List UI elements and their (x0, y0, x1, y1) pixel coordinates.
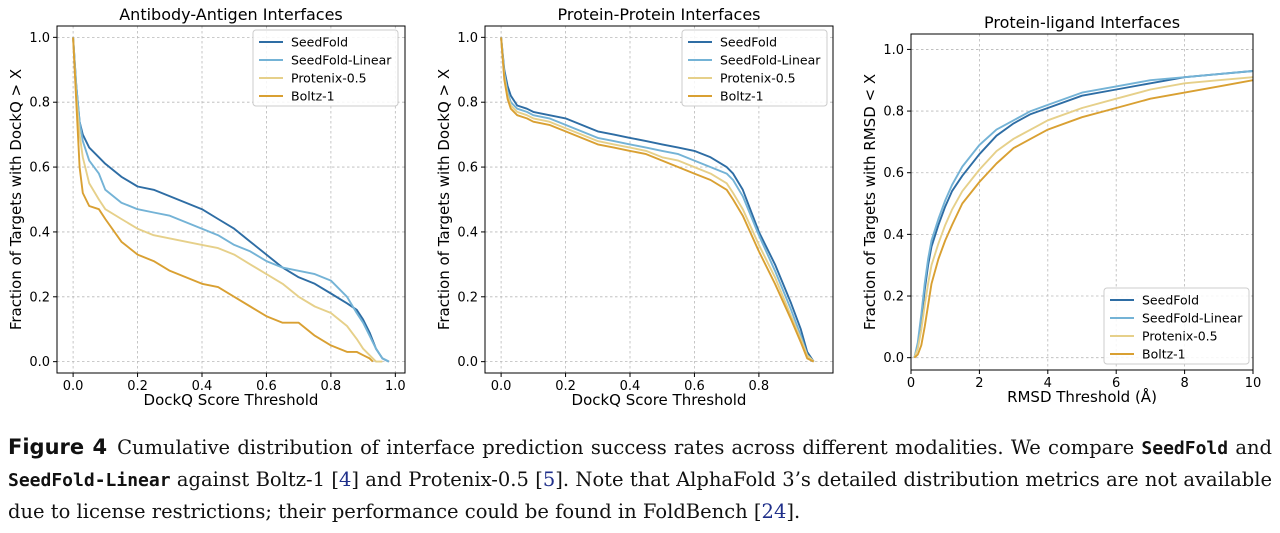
series-line-boltz-1 (72, 37, 374, 363)
y-tick-label: 0.6 (29, 161, 50, 176)
y-tick-label: 0.6 (457, 161, 478, 176)
y-tick-label: 0.8 (29, 96, 50, 111)
caption-model-seedfold: SeedFold (1141, 438, 1229, 459)
figure-caption: Figure 4 Cumulative distribution of inter… (8, 432, 1272, 527)
y-axis-label: Fraction of Targets with RMSD < X (861, 74, 879, 330)
series-line-protenix-0-5 (913, 76, 1254, 359)
y-tick-label: 1.0 (883, 43, 904, 58)
legend-label: SeedFold-Linear (1142, 311, 1243, 326)
caption-text-2: against Boltz-1 [ (176, 468, 339, 491)
legend-label: Boltz-1 (1142, 347, 1186, 362)
y-tick-label: 0.2 (29, 290, 50, 305)
x-tick-label: 0.0 (491, 379, 512, 394)
citation-link-24[interactable]: 24 (761, 500, 787, 523)
citation-link-4[interactable]: 4 (338, 468, 352, 491)
y-tick-label: 0.0 (457, 355, 478, 370)
figure-label: Figure 4 (8, 435, 108, 459)
legend: SeedFold SeedFold-Linear Protenix-0.5 Boltz… (252, 29, 399, 107)
y-tick-label: 0.0 (883, 351, 904, 366)
legend-label: Protenix-0.5 (291, 71, 367, 86)
legend-label: SeedFold-Linear (291, 53, 392, 68)
x-tick-label: 0.0 (63, 379, 84, 394)
caption-text-1: Cumulative distribution of interface pre… (117, 436, 1135, 459)
axes-frame (910, 33, 1254, 371)
chart-panel-1: 0.0 0.2 0.4 0.6 0.8 1.0 0.0 0.2 0.4 0.6 0.8 1.0 Anti… (7, 5, 406, 409)
x-tick-label: 0.2 (555, 379, 576, 394)
chart-title: Protein-Protein Interfaces (558, 5, 761, 24)
x-tick-label: 0.8 (749, 379, 770, 394)
y-axis-label: Fraction of Targets with DockQ > X (7, 69, 25, 330)
series-line-seedfold (500, 37, 815, 363)
legend: SeedFold SeedFold-Linear Protenix-0.5 Boltz… (681, 29, 828, 107)
caption-model-seedfold-linear: SeedFold-Linear (8, 470, 171, 491)
citation-link-5[interactable]: 5 (542, 468, 556, 491)
legend-box (252, 29, 399, 107)
y-axis-label: Fraction of Targets with DockQ > X (435, 69, 453, 330)
y-tick-label: 0.4 (29, 225, 50, 240)
caption-and: and (1235, 436, 1272, 459)
legend-box (681, 29, 828, 107)
axes-frame (56, 25, 406, 374)
chart-panel-2: 0.0 0.2 0.4 0.6 0.8 0.0 0.2 0.4 0.6 0.8 1.0 Protein… (435, 5, 834, 409)
caption-text-4: ]. Note that AlphaFold 3’s detailed dist… (8, 468, 1272, 523)
figure-4-charts: 0.0 0.2 0.4 0.6 0.8 1.0 0.0 0.2 0.4 0.6 0.8 1.0 Anti… (7, 5, 1261, 409)
legend-label: Protenix-0.5 (720, 71, 796, 86)
legend: SeedFold SeedFold-Linear Protenix-0.5 Boltz… (1103, 287, 1250, 365)
y-tick-label: 0.2 (883, 290, 904, 305)
series-line-boltz-1 (913, 79, 1254, 359)
series-line-seedfold-linear (913, 70, 1254, 358)
x-tick-label: 2 (975, 376, 983, 391)
x-tick-label: 0.4 (192, 379, 213, 394)
x-tick-label: 4 (1044, 376, 1052, 391)
y-tick-label: 0.0 (29, 355, 50, 370)
legend-label: SeedFold-Linear (720, 53, 821, 68)
caption-text-3: ] and Protenix-0.5 [ (351, 468, 543, 491)
y-tick-label: 1.0 (457, 31, 478, 46)
y-tick-label: 0.4 (883, 228, 904, 243)
chart-title: Antibody-Antigen Interfaces (119, 5, 343, 24)
legend-box (1103, 287, 1250, 365)
x-tick-label: 1.0 (385, 379, 406, 394)
x-axis-label: RMSD Threshold (Å) (1007, 387, 1157, 406)
x-tick-label: 0.8 (321, 379, 342, 394)
series-line-boltz-1 (500, 37, 815, 363)
series-line-seedfold (72, 37, 390, 363)
y-tick-label: 1.0 (29, 31, 50, 46)
x-axis-label: DockQ Score Threshold (572, 391, 747, 409)
legend-label: SeedFold (1142, 293, 1199, 308)
x-tick-label: 8 (1180, 376, 1188, 391)
legend-label: Boltz-1 (720, 89, 764, 104)
series-line-seedfold-linear (500, 37, 815, 363)
series-line-protenix-0-5 (500, 37, 815, 363)
x-tick-label: 0 (907, 376, 915, 391)
caption-text-5: ]. (786, 500, 801, 523)
legend-label: Boltz-1 (291, 89, 335, 104)
legend-label: SeedFold (291, 35, 348, 50)
y-tick-label: 0.8 (883, 105, 904, 120)
x-tick-label: 0.4 (620, 379, 641, 394)
y-tick-label: 0.4 (457, 225, 478, 240)
y-tick-label: 0.8 (457, 96, 478, 111)
chart-title: Protein-ligand Interfaces (984, 13, 1180, 32)
y-tick-label: 0.6 (883, 166, 904, 181)
x-tick-label: 0.2 (127, 379, 148, 394)
x-tick-label: 10 (1245, 376, 1262, 391)
axes-frame (484, 25, 834, 374)
series-line-protenix-0-5 (72, 37, 383, 363)
x-tick-label: 6 (1112, 376, 1120, 391)
series-line-seedfold-linear (72, 37, 390, 363)
x-axis-label: DockQ Score Threshold (144, 391, 319, 409)
y-tick-label: 0.2 (457, 290, 478, 305)
chart-panel-3: 0 2 4 6 8 10 0.0 0.2 0.4 0.6 0.8 1.0 Protein-ligand … (861, 13, 1261, 406)
x-tick-label: 0.6 (256, 379, 277, 394)
x-tick-label: 0.6 (684, 379, 705, 394)
legend-label: Protenix-0.5 (1142, 329, 1218, 344)
legend-label: SeedFold (720, 35, 777, 50)
